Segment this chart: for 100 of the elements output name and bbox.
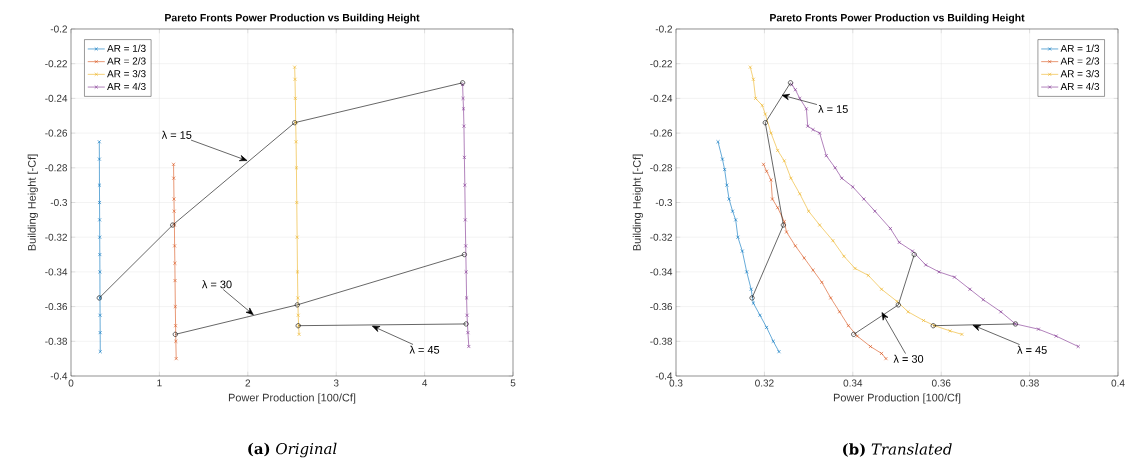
y-tick-label: -0.32 (45, 233, 67, 241)
point (793, 87, 798, 92)
x-tick-label: 5 (510, 379, 516, 387)
point (784, 230, 789, 234)
point (780, 222, 786, 228)
point (172, 244, 177, 248)
point (837, 309, 842, 314)
point (97, 218, 102, 222)
point (764, 169, 769, 174)
y-tick-label: -0.24 (650, 94, 673, 102)
text: (a) Original (248, 442, 337, 458)
point (793, 244, 798, 248)
point (828, 296, 833, 300)
point (775, 205, 780, 210)
point (763, 112, 768, 116)
chart-title: Pareto Fronts Power Production vs Building Height (770, 13, 1025, 24)
annotation: λ = 15 (161, 130, 192, 139)
point (895, 302, 901, 308)
point (839, 176, 844, 181)
point (895, 299, 899, 304)
legend-label: AR = 4/3 (1060, 82, 1100, 91)
point (462, 124, 466, 129)
point (981, 297, 986, 302)
point (866, 273, 871, 278)
y-tick-label: -0.28 (650, 164, 673, 172)
annotation: λ = 45 (1017, 345, 1047, 354)
y-tick-label: -0.38 (650, 337, 673, 345)
legend-label: AR = 3/3 (107, 70, 146, 78)
point (948, 329, 952, 333)
point (762, 120, 768, 126)
point (466, 330, 470, 335)
point (751, 77, 756, 82)
point (97, 252, 102, 257)
chart-title: Pareto Fronts Power Production vs Building Height (165, 13, 420, 24)
point (802, 256, 807, 260)
point (1054, 334, 1058, 338)
point (769, 131, 773, 135)
point (751, 301, 756, 305)
point (937, 270, 941, 274)
point (465, 313, 469, 318)
x-tick-label: 0.36 (931, 379, 951, 387)
x-tick-label: 0.38 (1020, 379, 1039, 387)
point (782, 219, 787, 224)
point (295, 270, 300, 274)
y-tick-label: -0.36 (45, 303, 68, 311)
y-tick-label: -0.4 (655, 372, 673, 380)
point (855, 334, 860, 338)
x-tick-label: 0.32 (755, 379, 774, 387)
point (294, 200, 299, 205)
x-axis-title: Power Production [100/Cf] (228, 393, 356, 404)
annotation: λ = 15 (818, 104, 848, 113)
point (850, 185, 855, 189)
y-axis-title: Building Height [-Cf] (27, 154, 38, 251)
point (733, 218, 738, 222)
point (771, 339, 776, 344)
y-tick-label: -0.22 (650, 60, 672, 68)
y-tick-label: -0.3 (50, 198, 68, 207)
y-tick-label: -0.26 (45, 129, 68, 137)
point (727, 197, 731, 201)
point (789, 176, 793, 181)
point (97, 235, 102, 240)
point (968, 287, 972, 292)
point (879, 287, 884, 292)
point (873, 209, 877, 214)
point (817, 223, 822, 227)
point (804, 106, 809, 111)
point (868, 344, 873, 349)
point (740, 249, 745, 253)
point (797, 191, 802, 196)
legend-label: AR = 2/3 (1060, 57, 1100, 65)
point (921, 318, 926, 323)
point (461, 96, 465, 101)
annotation: λ = 30 (201, 280, 232, 289)
x-tick-label: 2 (245, 379, 251, 387)
point (833, 165, 837, 170)
text: (b) Translated (843, 443, 952, 457)
point (817, 131, 822, 135)
point (98, 330, 103, 335)
point (173, 261, 177, 266)
point (760, 103, 765, 108)
point (296, 313, 301, 318)
point (749, 287, 753, 292)
point (736, 235, 740, 240)
point (293, 77, 297, 82)
legend-label: AR = 1/3 (1060, 44, 1100, 52)
point (171, 176, 176, 181)
point (173, 278, 177, 283)
y-tick-label: -0.34 (45, 268, 68, 276)
point (770, 197, 775, 201)
point (722, 167, 727, 172)
point (173, 304, 178, 309)
point (1036, 327, 1041, 331)
point (173, 323, 178, 328)
point (753, 96, 758, 101)
x-tick-label: 0.34 (843, 379, 863, 387)
point (172, 197, 176, 201)
point (294, 302, 300, 308)
x-tick-label: 0.3 (669, 379, 683, 387)
point (811, 127, 815, 132)
point (724, 183, 729, 187)
